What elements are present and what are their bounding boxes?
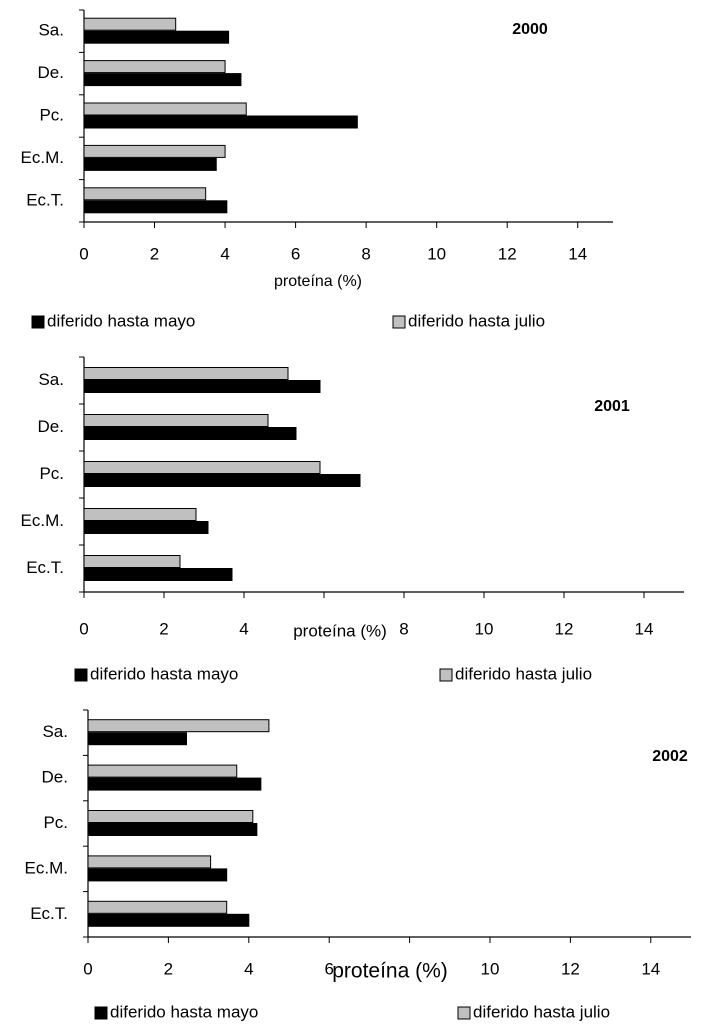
x-tick-label: 10 xyxy=(475,619,494,638)
chart-title: 2001 xyxy=(594,398,630,415)
bar xyxy=(83,508,197,521)
axis-label: proteína (%) xyxy=(332,960,448,983)
x-tick-label: 12 xyxy=(555,619,574,638)
bar xyxy=(87,732,187,746)
x-tick-label: 4 xyxy=(244,959,253,978)
legend-swatch xyxy=(392,315,406,329)
bar xyxy=(83,461,321,474)
axis-label: proteína (%) xyxy=(293,621,387,640)
y-tick-label: Pc. xyxy=(39,464,64,483)
y-tick-label: Ec.M. xyxy=(25,858,68,877)
bar xyxy=(83,367,289,380)
y-tick-label: Ec.T. xyxy=(30,904,68,923)
legend-label: diferido hasta julio xyxy=(473,1002,610,1021)
bar xyxy=(87,777,262,791)
y-tick-label: Pc. xyxy=(43,813,68,832)
bar xyxy=(83,427,297,440)
chart-title: 2000 xyxy=(512,21,548,38)
x-tick-label: 6 xyxy=(324,959,333,978)
bar xyxy=(87,855,212,869)
legend-label: diferido hasta julio xyxy=(408,311,545,330)
bar xyxy=(83,30,230,44)
bar xyxy=(83,568,233,581)
y-tick-label: Sa. xyxy=(42,722,68,741)
bar xyxy=(83,187,207,201)
bar xyxy=(87,764,238,778)
bar xyxy=(83,115,358,129)
bar xyxy=(83,474,361,487)
bar xyxy=(83,17,177,31)
x-tick-label: 2 xyxy=(150,244,159,263)
x-tick-label: 8 xyxy=(361,244,370,263)
bar xyxy=(83,60,226,74)
bar xyxy=(83,521,209,534)
x-tick-label: 14 xyxy=(568,244,587,263)
bar xyxy=(83,144,226,158)
bar xyxy=(87,719,270,733)
y-tick-label: Ec.T. xyxy=(26,190,64,209)
bar xyxy=(87,810,254,823)
axis-label: proteína (%) xyxy=(274,273,362,290)
y-tick-label: Pc. xyxy=(39,105,64,124)
x-tick-label: 8 xyxy=(399,619,408,638)
x-tick-label: 14 xyxy=(635,619,654,638)
bar xyxy=(83,200,228,214)
x-tick-label: 10 xyxy=(481,959,500,978)
legend-swatch xyxy=(457,1006,471,1020)
x-tick-label: 12 xyxy=(561,959,580,978)
legend-label: diferido hasta julio xyxy=(455,664,592,683)
bar xyxy=(87,913,250,927)
x-tick-label: 0 xyxy=(83,959,92,978)
y-tick-label: Ec.T. xyxy=(26,558,64,577)
x-tick-label: 6 xyxy=(291,244,300,263)
x-tick-label: 4 xyxy=(220,244,229,263)
x-tick-label: 0 xyxy=(79,619,88,638)
y-tick-label: De. xyxy=(42,768,68,787)
legend-swatch xyxy=(439,668,453,682)
x-tick-label: 0 xyxy=(79,244,88,263)
bar xyxy=(83,380,321,393)
legend-label: diferido hasta mayo xyxy=(47,311,195,330)
y-tick-label: Sa. xyxy=(38,21,64,40)
y-tick-label: De. xyxy=(38,417,64,436)
x-tick-label: 14 xyxy=(641,959,660,978)
bar xyxy=(87,868,228,882)
legend-swatch xyxy=(74,668,88,682)
axis-label-bg xyxy=(292,619,388,645)
y-tick-label: Ec.M. xyxy=(21,148,64,167)
x-tick-label: 10 xyxy=(427,244,446,263)
y-tick-label: Ec.M. xyxy=(21,511,64,530)
legend-swatch xyxy=(94,1006,108,1020)
legend-label: diferido hasta mayo xyxy=(90,664,238,683)
bar xyxy=(83,102,247,116)
x-tick-label: 12 xyxy=(498,244,517,263)
x-tick-label: 2 xyxy=(164,959,173,978)
legend-label: diferido hasta mayo xyxy=(110,1002,258,1021)
x-tick-label: 4 xyxy=(239,619,248,638)
bar xyxy=(83,157,217,171)
bar xyxy=(87,900,228,914)
chart-title: 2002 xyxy=(652,748,688,765)
bar xyxy=(87,823,258,836)
bar xyxy=(83,73,242,87)
bar xyxy=(83,414,269,427)
bar xyxy=(83,555,181,568)
legend-swatch xyxy=(31,315,45,329)
y-tick-label: De. xyxy=(38,63,64,82)
x-tick-label: 2 xyxy=(159,619,168,638)
y-tick-label: Sa. xyxy=(38,370,64,389)
axis-label-bg xyxy=(342,959,438,985)
